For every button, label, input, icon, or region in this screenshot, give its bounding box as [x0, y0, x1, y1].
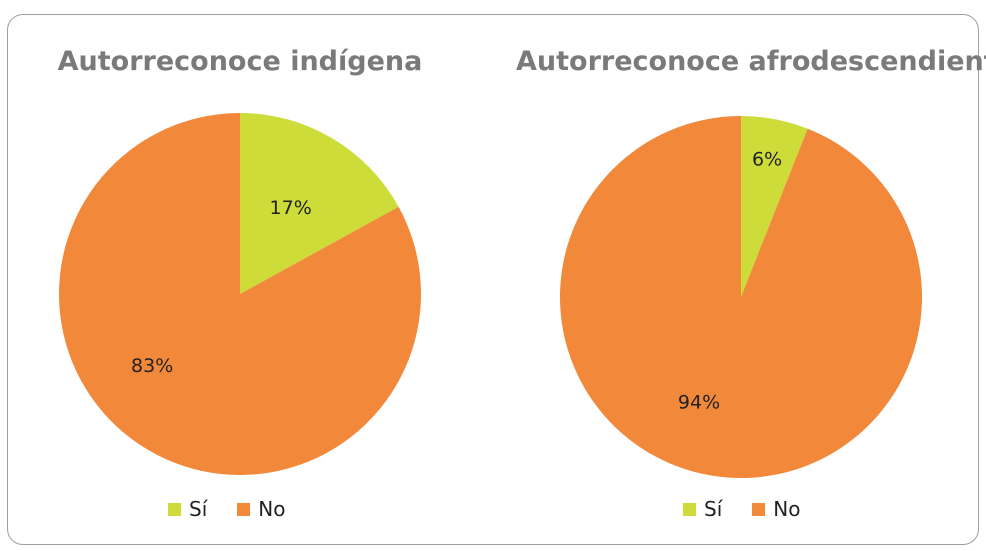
pie-slice-si: [240, 113, 399, 294]
data-label-si: 6%: [752, 149, 782, 171]
legend-item-no: No: [237, 497, 285, 521]
legend-label-no: No: [258, 497, 286, 521]
data-label-no: 94%: [678, 392, 720, 414]
legend-swatch-si: [168, 502, 181, 516]
legend-item-si: Sí: [683, 497, 722, 521]
legend-label-si: Sí: [189, 497, 208, 521]
legend-swatch-si: [683, 502, 696, 516]
legend-item-no: No: [752, 497, 800, 521]
legend-indigena: Sí No: [168, 497, 285, 521]
legend-swatch-no: [752, 502, 766, 516]
data-label-no: 83%: [131, 355, 173, 377]
data-label-si: 17%: [270, 197, 312, 219]
pie-chart-indigena: 17% 83%: [58, 113, 421, 476]
legend-label-si: Sí: [704, 497, 723, 521]
legend-label-no: No: [773, 497, 801, 521]
legend-afrodescendiente: Sí No: [683, 497, 800, 521]
pie-slice-si: [741, 116, 808, 297]
chart-title-afrodescendiente: Autorreconoce afrodescendiente: [516, 46, 986, 77]
pie-chart-afrodescendiente: 6% 94%: [560, 116, 922, 478]
pie-slice-no: [58, 113, 421, 476]
legend-swatch-no: [237, 502, 251, 516]
chart-title-indigena: Autorreconoce indígena: [57, 46, 423, 77]
legend-item-si: Sí: [168, 497, 207, 521]
pie-slice-no: [560, 116, 922, 478]
